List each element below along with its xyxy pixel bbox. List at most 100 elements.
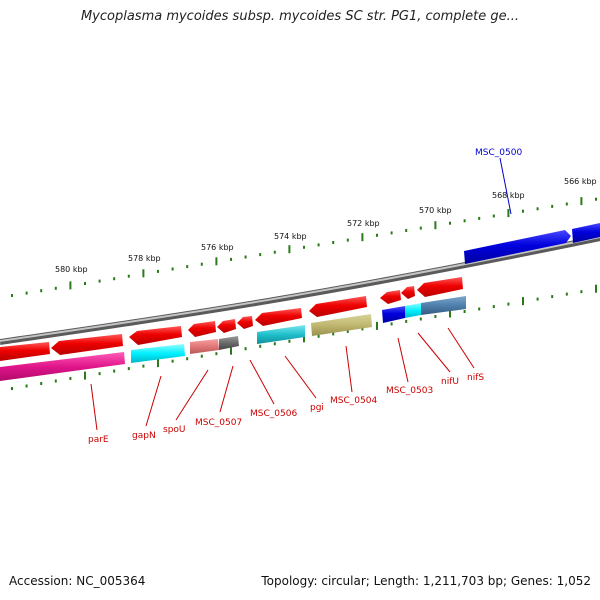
minor-tick (595, 197, 597, 201)
minor-tick (317, 334, 320, 338)
minor-tick (551, 204, 554, 208)
minor-tick (463, 219, 466, 223)
gene-pgi-reverse[interactable] (309, 296, 367, 317)
feature-pgi[interactable] (311, 314, 372, 336)
feature-nifS[interactable] (421, 296, 466, 315)
gene-label-gapN: gapN (132, 431, 156, 441)
minor-tick (522, 209, 524, 213)
scale-label: 566 kbp (564, 177, 597, 186)
gene-reverse-left-edge[interactable] (0, 342, 50, 361)
minor-tick (405, 229, 408, 232)
minor-tick (69, 377, 72, 380)
minor-tick (405, 319, 408, 323)
minor-tick (11, 294, 13, 297)
scale-label: 572 kbp (347, 219, 380, 228)
minor-tick (507, 302, 510, 306)
minor-tick (200, 262, 203, 266)
minor-tick (303, 245, 305, 249)
minor-tick (317, 243, 320, 247)
minor-tick (419, 226, 422, 230)
gene-label-nifU: nifU (441, 377, 459, 387)
gene-label-MSC_0500: MSC_0500 (475, 148, 522, 158)
gene-MSC_0503-reverse[interactable] (380, 290, 401, 304)
major-tick (361, 233, 364, 242)
feature-nifU[interactable] (405, 303, 421, 318)
minor-tick (565, 202, 568, 206)
minor-tick (98, 279, 101, 283)
minor-tick (215, 352, 218, 356)
gene-label-spoU: spoU (163, 425, 186, 435)
minor-tick (157, 269, 159, 273)
minor-tick (171, 359, 174, 363)
scale-label: 568 kbp (492, 191, 525, 200)
feature-gapN[interactable] (131, 344, 185, 363)
minor-tick (390, 231, 393, 235)
gene-label-MSC_0503: MSC_0503 (386, 386, 433, 396)
gene-spoU-reverse[interactable] (188, 321, 216, 337)
feature-MSC_0507[interactable] (219, 336, 239, 350)
minor-tick (98, 372, 101, 376)
gene-label-MSC_0507: MSC_0507 (195, 418, 242, 428)
feature-parE[interactable] (0, 352, 125, 381)
minor-tick (113, 277, 116, 281)
minor-tick (259, 253, 262, 257)
minor-tick (54, 286, 57, 290)
lower-tick-track (11, 284, 597, 390)
minor-tick (434, 315, 437, 318)
gene-nifS-reverse[interactable] (417, 277, 463, 297)
major-tick (69, 281, 72, 290)
scale-label: 570 kbp (419, 206, 452, 215)
minor-tick (492, 305, 495, 309)
minor-tick (259, 344, 262, 348)
scale-label: 578 kbp (128, 254, 161, 263)
major-tick (507, 209, 510, 218)
gene-MSC_0506-reverse[interactable] (255, 308, 302, 326)
major-tick (303, 334, 305, 343)
gene-MSC_0500[interactable] (464, 230, 571, 264)
minor-tick (142, 364, 145, 368)
minor-tick (376, 233, 378, 237)
feature-MSC_0503[interactable] (382, 306, 405, 323)
gene-gapN-reverse[interactable] (129, 326, 182, 345)
feature-MSC_0506[interactable] (257, 325, 305, 344)
gene-forward-partial[interactable] (572, 223, 600, 243)
minor-tick (25, 291, 28, 295)
gene-label-nifS: nifS (467, 373, 484, 383)
gene-MSC_0507-reverse[interactable] (217, 319, 236, 333)
minor-tick (478, 307, 481, 311)
major-tick (449, 309, 451, 318)
minor-tick (449, 221, 451, 225)
minor-tick (346, 329, 349, 333)
major-tick (580, 197, 583, 206)
scale-tick-track (11, 197, 597, 297)
minor-tick (171, 267, 174, 271)
minor-tick (127, 367, 130, 371)
genome-backbone-highlight (0, 236, 600, 342)
minor-tick (40, 289, 43, 293)
gene-label-MSC_0504: MSC_0504 (330, 396, 377, 406)
gene-label-pgi: pgi (310, 403, 324, 413)
minor-tick (332, 332, 335, 336)
minor-tick (11, 387, 13, 390)
minor-tick (492, 214, 495, 218)
gene-small-reverse[interactable] (237, 316, 253, 329)
major-tick (157, 359, 159, 368)
major-tick (288, 245, 291, 254)
major-tick (142, 269, 145, 278)
minor-tick (113, 369, 116, 373)
minor-tick (419, 317, 422, 321)
map-title: Mycoplasma mycoides subsp. mycoides SC s… (80, 9, 520, 24)
minor-tick (230, 257, 232, 261)
minor-tick (463, 310, 466, 313)
gene-parE-reverse[interactable] (51, 334, 123, 355)
gene-nifU-reverse[interactable] (401, 286, 415, 299)
minor-tick (244, 347, 247, 351)
minor-tick (273, 250, 276, 254)
minor-tick (551, 295, 554, 299)
gene-label-parE: parE (88, 435, 109, 445)
minor-tick (332, 241, 335, 244)
minor-tick (186, 357, 189, 361)
feature-spoU[interactable] (190, 339, 219, 354)
minor-tick (40, 382, 43, 385)
